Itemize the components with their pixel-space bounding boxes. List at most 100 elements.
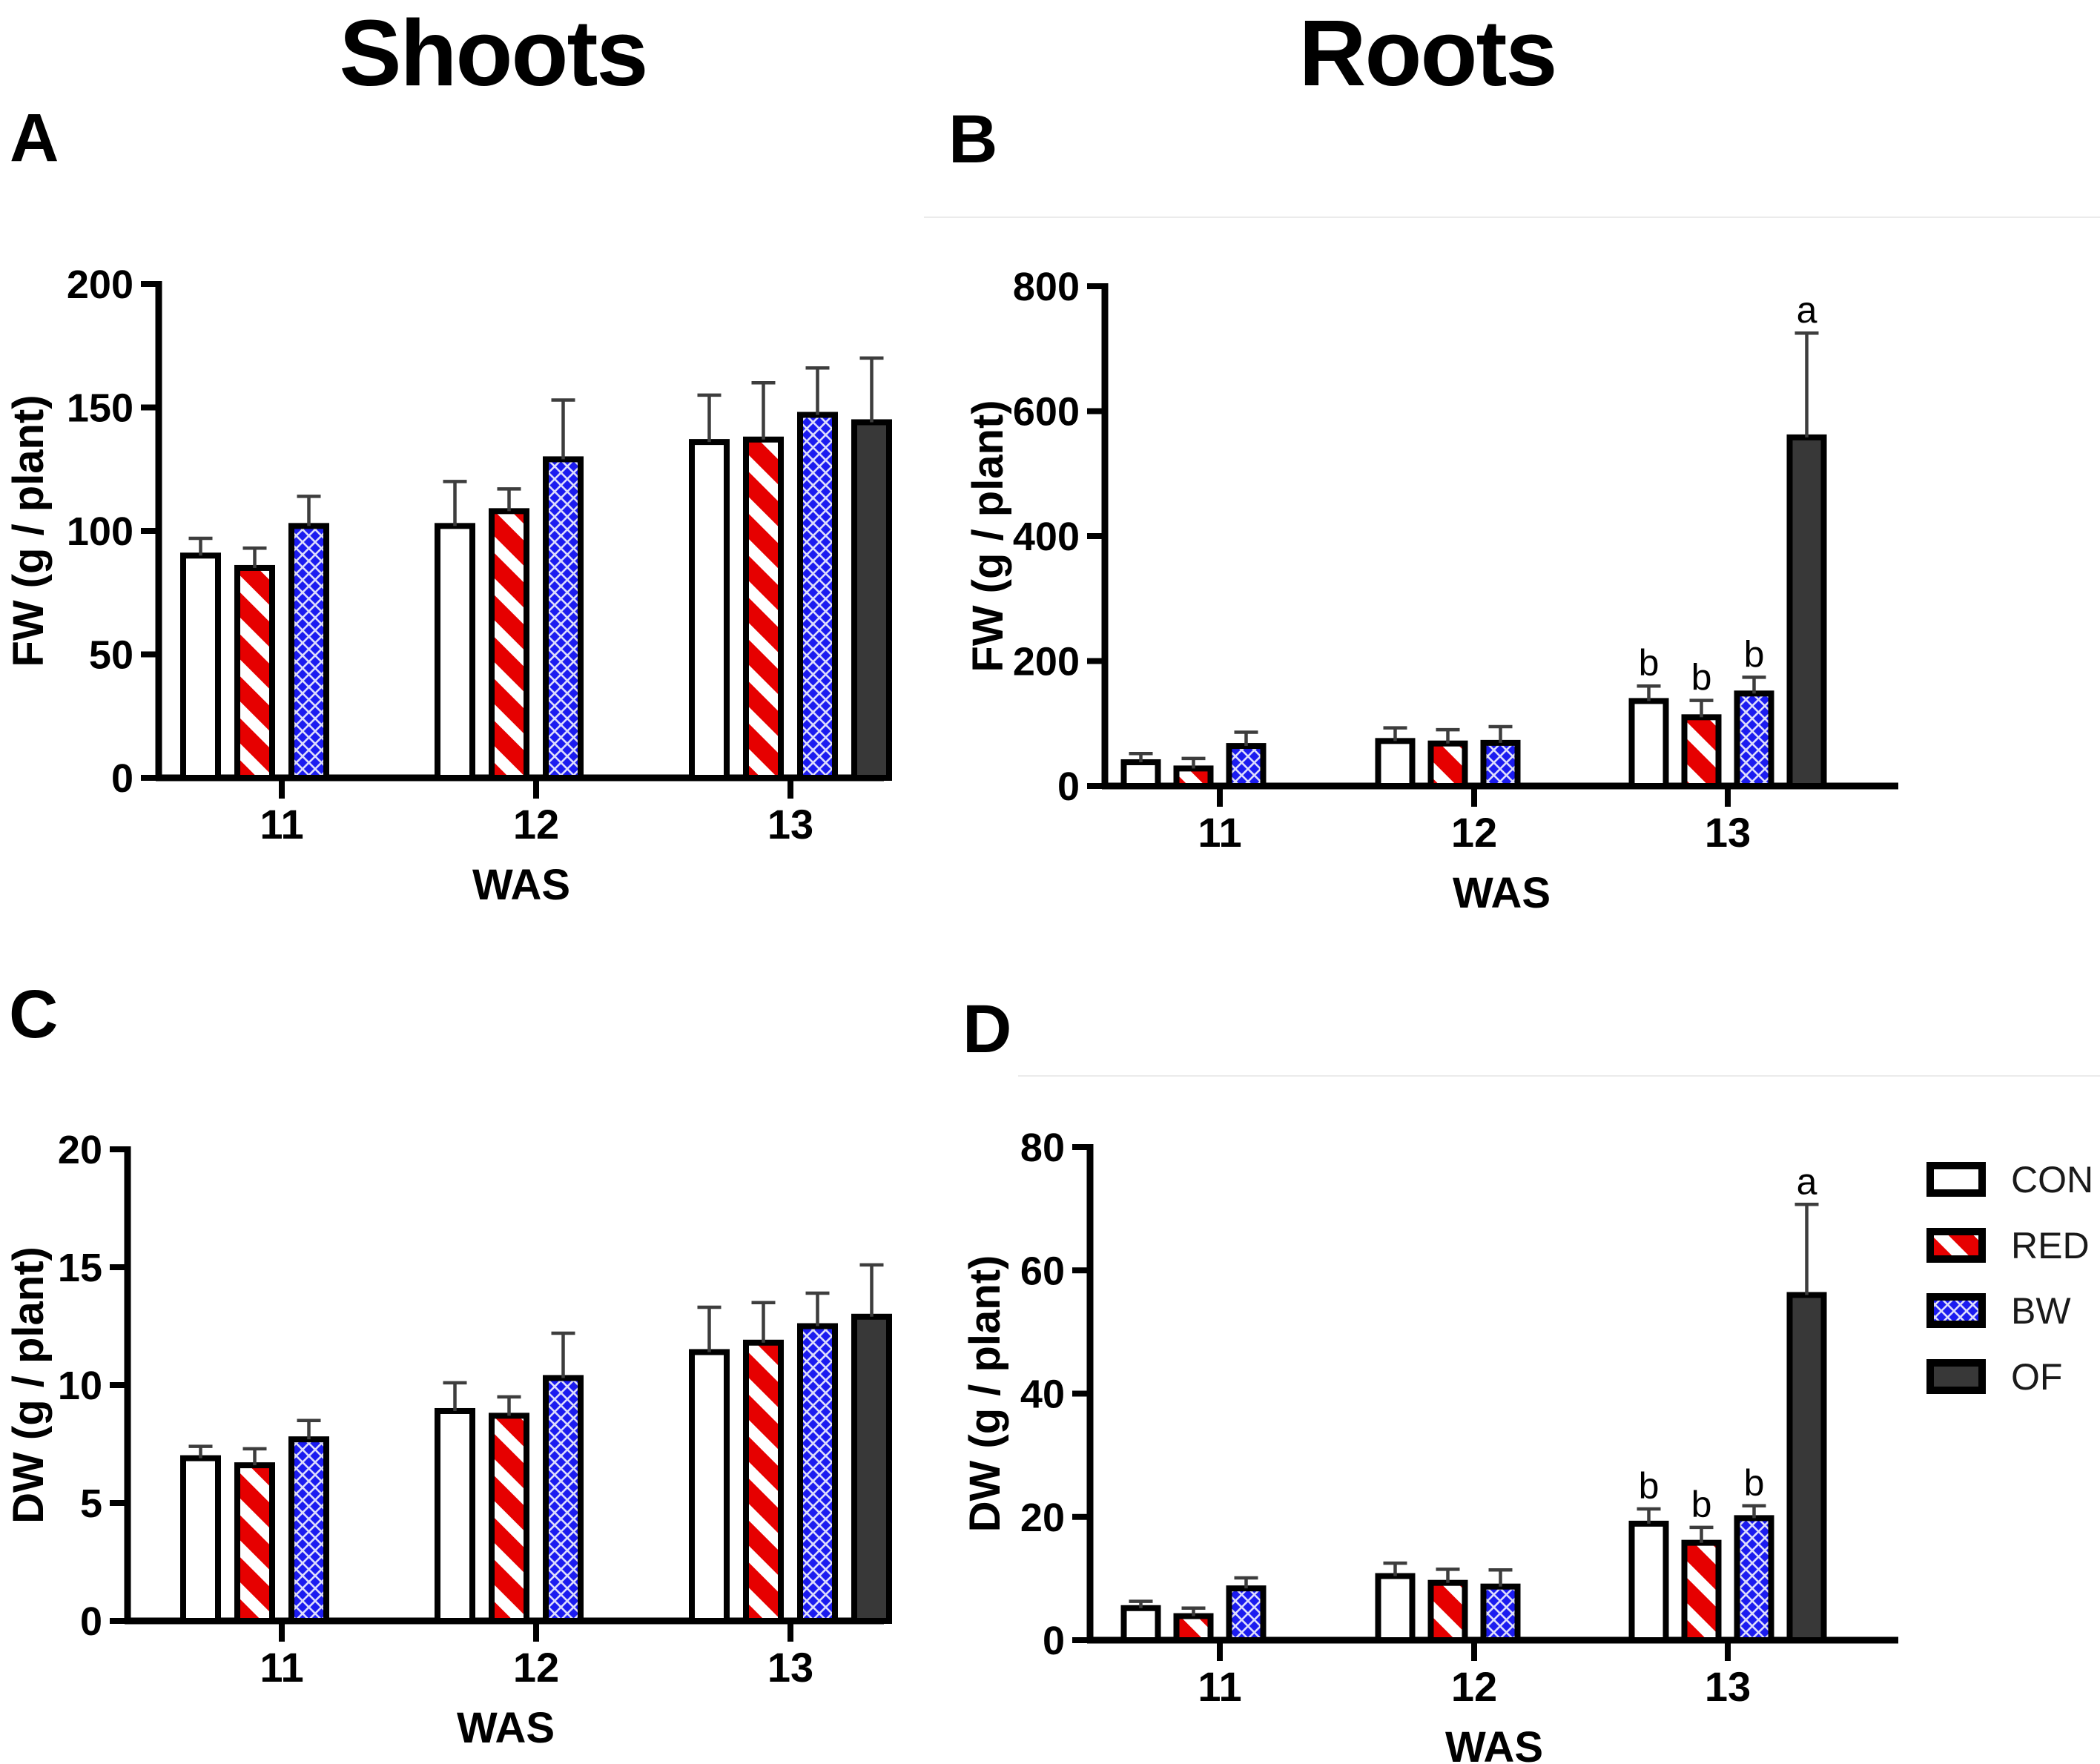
panel-A-x-tick-label-12: 12: [513, 801, 559, 848]
panel-A-x-tick-label-13: 13: [767, 801, 813, 848]
sig-letter-B-BW-13: b: [1744, 633, 1765, 675]
panel-A-y-tick-label-150: 150: [67, 386, 133, 431]
bar-B-CON-11: [1120, 759, 1161, 789]
panel-letter-d: D: [962, 991, 1012, 1067]
panel-B-y-tick-label-600: 600: [1013, 390, 1080, 435]
legend-label-of: OF: [2011, 1356, 2063, 1398]
panel-C: 0 5 10 15 20 11 12 13 WAS DW (g / plant): [4, 1128, 892, 1752]
bar-A-RED-12: [489, 508, 529, 781]
panel-D-y-tick-label-0: 0: [1043, 1619, 1065, 1663]
bar-C-RED-13: [743, 1339, 784, 1624]
panel-B-y-tick-label-400: 400: [1013, 515, 1080, 559]
bar-A-BW-12: [543, 456, 584, 781]
panel-C-y-tick-label-5: 5: [80, 1481, 102, 1526]
panel-A-y-axis-label: FW (g / plant): [4, 394, 53, 667]
panel-B-y-tick-label-800: 800: [1013, 265, 1080, 309]
bar-D-RED-13: [1681, 1539, 1722, 1644]
sig-letter-D-BW-13: b: [1744, 1462, 1765, 1504]
panel-B-x-tick-label-13: 13: [1705, 809, 1751, 856]
bar-B-CON-12: [1375, 738, 1416, 790]
panel-A-y-tick-label-0: 0: [111, 756, 133, 801]
panel-B-y-axis-label: FW (g / plant): [964, 400, 1012, 672]
bar-C-CON-12: [435, 1407, 475, 1624]
panel-C-y-tick-label-20: 20: [58, 1128, 102, 1172]
sig-letter-D-CON-13: b: [1639, 1465, 1660, 1507]
sig-letter-B-OF-13: a: [1797, 289, 1817, 331]
panel-D-y-axis-label: DW (g / plant): [961, 1255, 1009, 1533]
bar-C-RED-11: [234, 1462, 275, 1624]
panel-A-y-tick-label-200: 200: [67, 262, 133, 307]
bar-B-RED-12: [1427, 740, 1468, 790]
bar-D-RED-11: [1173, 1613, 1214, 1644]
panel-D-y-tick-label-60: 60: [1020, 1249, 1065, 1293]
bar-B-OF-13: [1786, 434, 1827, 789]
bar-C-BW-11: [288, 1436, 329, 1625]
legend-label-con: CON: [2011, 1159, 2094, 1200]
panel-A-y-tick-label-50: 50: [89, 633, 133, 678]
panel-letter-b: B: [948, 102, 998, 177]
bar-B-RED-11: [1173, 765, 1214, 790]
panel-D-x-tick-label-13: 13: [1705, 1663, 1751, 1710]
panel-C-x-tick-label-13: 13: [767, 1644, 813, 1691]
panel-C-y-axis-label: DW (g / plant): [4, 1246, 53, 1524]
bar-C-OF-13: [851, 1313, 892, 1625]
legend-label-red: RED: [2011, 1225, 2090, 1266]
legend-swatch-layer: [1926, 1162, 1986, 1394]
panel-A-y-tick-label-100: 100: [67, 509, 133, 554]
panel-D-x-axis-label: WAS: [1445, 1723, 1543, 1764]
bar-A-OF-13: [851, 419, 892, 781]
sig-letter-D-RED-13: b: [1691, 1484, 1712, 1525]
bar-B-BW-11: [1226, 743, 1267, 790]
sig-letter-D-OF-13: a: [1797, 1160, 1817, 1202]
column-title-roots: Roots: [1298, 1, 1558, 105]
panel-D-y-tick-label-20: 20: [1020, 1496, 1065, 1540]
bar-A-BW-13: [797, 412, 838, 781]
panel-C-y-tick-label-0: 0: [80, 1599, 102, 1644]
legend-swatch-of: [1926, 1359, 1986, 1394]
bar-D-RED-12: [1427, 1579, 1468, 1644]
bar-D-CON-12: [1375, 1573, 1416, 1644]
panel-C-y-tick-label-15: 15: [58, 1246, 102, 1290]
bar-C-RED-12: [489, 1413, 529, 1624]
panel-letter-c: C: [9, 977, 59, 1052]
bar-D-OF-13: [1786, 1292, 1827, 1643]
bar-A-RED-13: [743, 436, 784, 781]
panel-D-x-tick-label-12: 12: [1451, 1663, 1497, 1710]
panel-C-x-tick-label-12: 12: [513, 1644, 559, 1691]
panel-b-image-seam: [924, 217, 2100, 218]
panel-A: 0 50 100 150 200 11 12 13 WAS FW (g / plant): [4, 262, 892, 909]
bar-C-CON-13: [689, 1349, 730, 1624]
legend-swatch-red: [1926, 1228, 1986, 1263]
panel-B-y-tick-label-200: 200: [1013, 640, 1080, 684]
bar-A-BW-11: [288, 523, 329, 782]
bar-B-BW-12: [1480, 739, 1521, 789]
panel-D-y-tick-label-40: 40: [1020, 1372, 1065, 1417]
bar-C-BW-12: [543, 1375, 584, 1624]
panel-C-x-tick-label-11: 11: [260, 1644, 303, 1691]
sig-letter-B-RED-13: b: [1691, 657, 1712, 698]
bar-C-BW-13: [797, 1323, 838, 1624]
panel-D-y-tick-label-80: 80: [1020, 1126, 1065, 1170]
panel-letter-a: A: [10, 100, 59, 176]
bar-D-BW-12: [1480, 1583, 1521, 1643]
panel-C-y-tick-label-10: 10: [58, 1364, 102, 1408]
bar-A-CON-12: [435, 523, 475, 782]
bar-B-BW-13: [1734, 690, 1774, 789]
panel-C-x-axis-label: WAS: [457, 1704, 555, 1752]
bar-A-CON-11: [180, 552, 221, 781]
panel-B-x-axis-label: WAS: [1453, 869, 1551, 917]
legend-swatch-bw: [1926, 1293, 1986, 1328]
panel-d-image-seam: [1018, 1075, 2100, 1077]
bar-B-RED-13: [1681, 714, 1722, 790]
panel-D-x-tick-label-11: 11: [1198, 1663, 1241, 1710]
bar-A-RED-11: [234, 564, 275, 781]
column-title-shoots: Shoots: [339, 1, 649, 105]
bar-D-CON-11: [1120, 1605, 1161, 1643]
panel-B-x-tick-label-12: 12: [1451, 809, 1497, 856]
bar-D-BW-13: [1734, 1515, 1774, 1643]
bar-C-CON-11: [180, 1455, 221, 1624]
